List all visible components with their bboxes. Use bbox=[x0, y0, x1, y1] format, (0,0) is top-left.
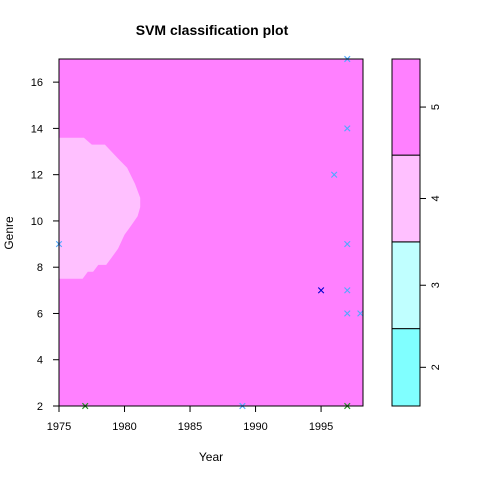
y-tick-label: 2 bbox=[37, 401, 43, 413]
x-axis: 1975 1980 1985 1990 1995 bbox=[47, 406, 333, 433]
data-point bbox=[344, 240, 351, 248]
legend-label: 2 bbox=[430, 364, 442, 370]
x-tick-label: 1990 bbox=[243, 421, 267, 433]
plot-frame bbox=[58, 58, 364, 407]
x-tick-label: 1975 bbox=[47, 421, 71, 433]
region-class-4 bbox=[59, 137, 141, 279]
legend-label: 3 bbox=[430, 282, 442, 288]
legend-frame bbox=[391, 58, 421, 407]
x-axis-label: Year bbox=[199, 450, 223, 464]
legend-label: 5 bbox=[430, 104, 442, 110]
data-point bbox=[330, 171, 338, 178]
legend-swatch bbox=[391, 154, 421, 243]
y-tick-label: 6 bbox=[37, 308, 43, 320]
plot-area bbox=[55, 55, 364, 410]
data-point bbox=[357, 310, 364, 317]
y-tick-label: 8 bbox=[37, 262, 43, 274]
legend-swatch bbox=[391, 241, 421, 330]
y-tick-label: 10 bbox=[31, 216, 43, 228]
data-point bbox=[344, 287, 351, 294]
x-tick-label: 1980 bbox=[112, 421, 136, 433]
y-tick-label: 4 bbox=[37, 355, 43, 367]
y-axis: 2 4 6 8 10 12 14 16 bbox=[31, 77, 59, 413]
legend-label: 4 bbox=[430, 195, 442, 201]
y-tick-label: 16 bbox=[31, 77, 43, 89]
y-axis-label: Genre bbox=[2, 216, 16, 250]
x-tick-label: 1985 bbox=[178, 421, 202, 433]
legend-swatch bbox=[391, 328, 421, 407]
data-point bbox=[344, 125, 351, 132]
data-point bbox=[317, 287, 325, 294]
y-tick-label: 14 bbox=[31, 123, 43, 135]
y-tick-label: 12 bbox=[31, 170, 43, 182]
legend: 2 3 4 5 bbox=[391, 58, 442, 407]
chart-title: SVM classification plot bbox=[136, 22, 289, 38]
x-tick-label: 1995 bbox=[309, 421, 333, 433]
data-point bbox=[344, 310, 351, 317]
legend-swatch bbox=[391, 58, 421, 156]
